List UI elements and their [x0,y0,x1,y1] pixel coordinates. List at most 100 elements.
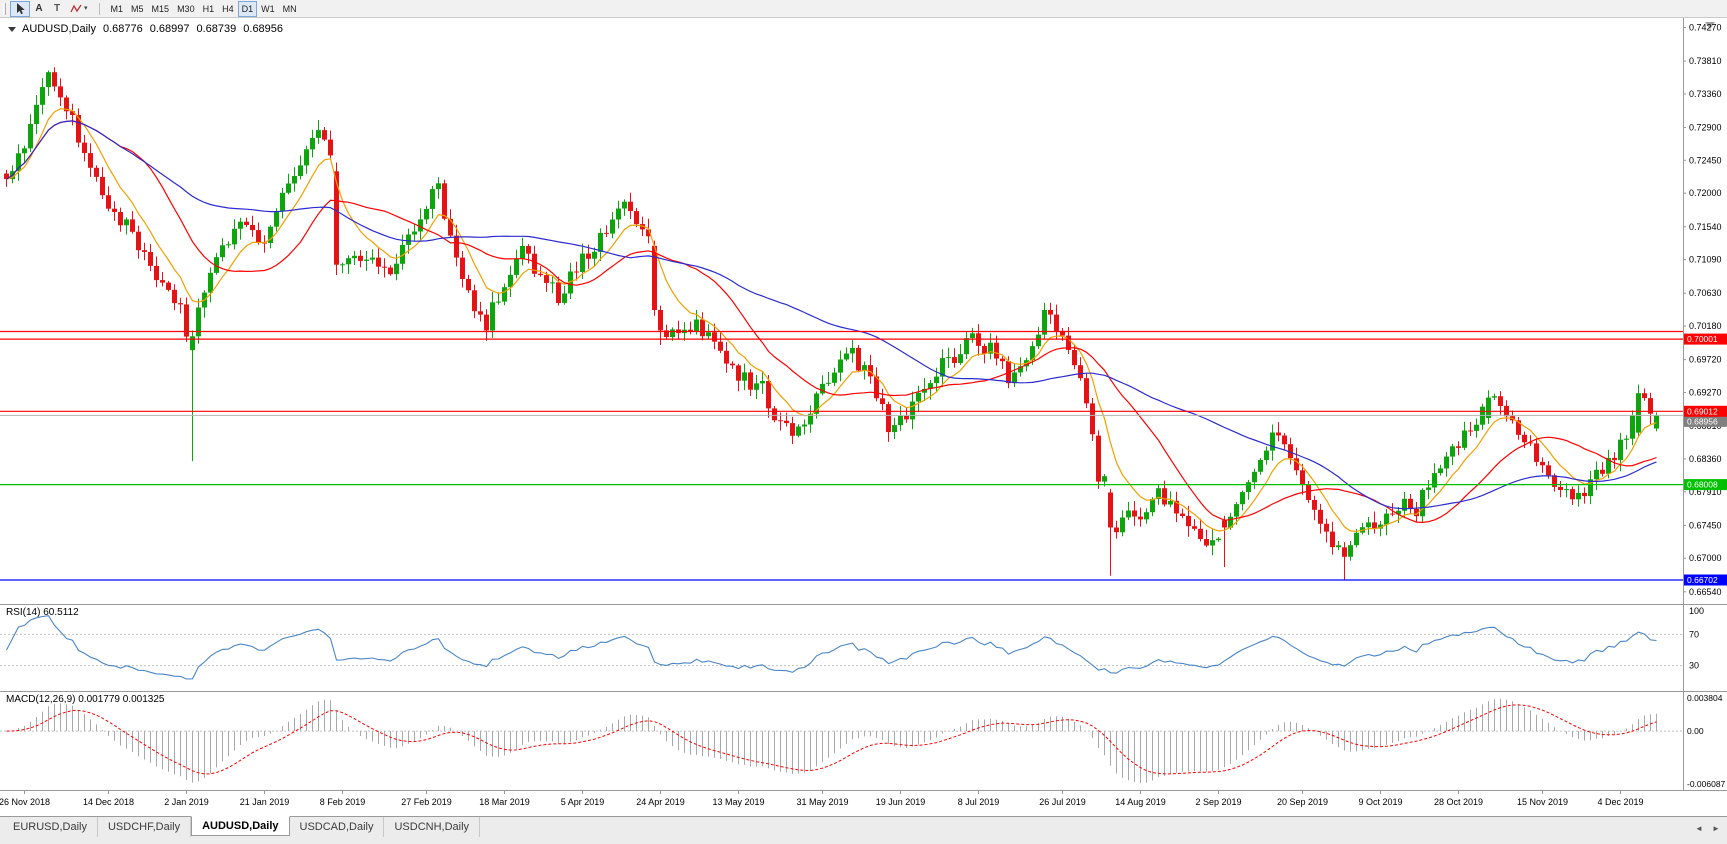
cursor-icon [17,3,25,15]
text-tool-button[interactable]: T [48,1,66,17]
date-tick-label: 26 Nov 2018 [0,797,50,807]
price-tick-label: 0.74270 [1689,23,1722,33]
rsi-scale-label: 100 [1689,606,1704,616]
date-tick-label: 8 Feb 2019 [320,797,366,807]
date-tick-label: 13 May 2019 [712,797,764,807]
tab-usdcnh[interactable]: USDCNH,Daily [384,817,481,837]
timeframe-h4-button[interactable]: H4 [222,3,234,14]
text-label-tool-button[interactable]: A [30,1,48,17]
ohlc-open: 0.68776 [102,23,143,35]
macd-signal-line [6,704,1657,775]
price-tick-label: 0.68360 [1689,454,1722,464]
timeframe-group: M1 M5 M15 M30 H1 H4 D1 W1 MN [107,0,301,17]
price-tick-label: 0.71540 [1689,222,1722,232]
date-tick-label: 15 Nov 2019 [1517,797,1568,807]
tab-usdchf[interactable]: USDCHF,Daily [98,817,192,837]
date-tick-label: 19 Jun 2019 [876,797,926,807]
price-tick-label: 0.70630 [1689,288,1722,298]
chart-shift-marker-icon [1705,22,1715,29]
price-line-label-text: 0.70001 [1687,334,1718,344]
horizontal-lines-layer[interactable] [0,330,1683,581]
axes-layer[interactable]: 0.74270 0.73810 0.73360 0.72900 0.72450 0.720… [0,18,1727,807]
date-tick-label: 14 Aug 2019 [1115,797,1166,807]
shapes-dropdown-button[interactable]: ▾ [66,1,92,17]
date-tick-label: 24 Apr 2019 [636,797,685,807]
price-line-label [1684,479,1727,491]
ma-50-line [6,120,1657,510]
price-tick-label: 0.72000 [1689,188,1722,198]
price-line-label [1684,333,1727,345]
date-tick-label: 28 Oct 2019 [1434,797,1483,807]
price-tick-label: 0.66540 [1689,587,1722,597]
rsi-line [6,615,1657,680]
date-tick-label: 18 Mar 2019 [479,797,530,807]
timeframe-d1-button[interactable]: D1 [237,0,258,17]
price-tick-label: 0.69720 [1689,355,1722,365]
ohlc-low: 0.68739 [196,23,237,35]
price-chart-canvas[interactable]: 0.74270 0.73810 0.73360 0.72900 0.72450 0.720… [0,18,1727,816]
tabs-scroll-left-button[interactable]: ◄ [1692,822,1706,835]
date-tick-label: 27 Feb 2019 [401,797,452,807]
date-tick-label: 2 Jan 2019 [164,797,209,807]
caret-down-icon: ▾ [84,5,88,12]
tab-strip: EURUSD,Daily USDCHF,Daily AUDUSD,Daily USDC… [3,816,481,837]
price-tick-label: 0.69270 [1689,388,1722,398]
rsi-scale-label: 30 [1689,661,1699,671]
date-tick-label: 21 Jan 2019 [240,797,290,807]
date-tick-label: 31 May 2019 [796,797,848,807]
rsi-scale-label: 70 [1689,629,1699,639]
price-tick-label: 0.67910 [1689,487,1722,497]
chart-tab-bar: EURUSD,Daily USDCHF,Daily AUDUSD,Daily USDC… [0,816,1727,844]
tab-eurusd[interactable]: EURUSD,Daily [3,817,98,837]
timeframe-w1-button[interactable]: W1 [261,3,275,14]
text-label-tool-icon: A [35,3,43,14]
macd-scale-label: 0.003804 [1687,693,1723,703]
timeframe-m5-button[interactable]: M5 [131,3,144,14]
price-tick-label: 0.67000 [1689,553,1722,563]
price-line-label-text: 0.69012 [1687,406,1718,416]
tab-usdcad[interactable]: USDCAD,Daily [290,817,385,837]
price-tick-label: 0.67450 [1689,520,1722,530]
toolbar-separator [98,2,100,15]
shapes-icon [70,4,82,12]
timeframe-m15-button[interactable]: M15 [151,3,170,14]
timeframe-m1-button[interactable]: M1 [110,3,124,14]
tab-audusd[interactable]: AUDUSD,Daily [191,816,290,836]
timeframe-h1-button[interactable]: H1 [202,3,215,14]
toolbar: A T ▾ M1 M5 M15 M30 H1 H4 D1 W1 MN [0,0,1727,18]
macd-scale-label: 0.00 [1687,726,1704,736]
date-tick-label: 5 Apr 2019 [561,797,605,807]
price-tick-label: 0.73810 [1689,56,1722,66]
date-tick-label: 2 Sep 2019 [1195,797,1241,807]
candles-layer [4,67,1659,581]
price-tick-label: 0.71090 [1689,255,1722,265]
date-tick-label: 8 Jul 2019 [958,797,1000,807]
tab-nav: ◄ ► [1692,822,1723,835]
text-tool-icon: T [53,3,61,14]
toolbar-grip[interactable] [3,2,6,15]
date-tick-label: 9 Oct 2019 [1358,797,1402,807]
timeframe-m30-button[interactable]: M30 [177,3,195,14]
price-line-label [1684,415,1727,427]
chart-title: AUDUSD,Daily 0.68776 0.68997 0.68739 0.6… [8,23,290,35]
cursor-tool-button[interactable] [10,0,30,17]
price-tick-label: 0.73360 [1689,89,1722,99]
rsi-indicator-label: RSI(14) 60.5112 [6,607,79,618]
date-tick-label: 20 Sep 2019 [1277,797,1328,807]
indicators-layer [0,615,1683,784]
price-line-label-text: 0.68956 [1687,416,1718,426]
price-tick-label: 0.72900 [1689,123,1722,133]
chart-symbol: AUDUSD,Daily [22,23,96,35]
ma-8-line [6,108,1657,532]
timeframe-mn-button[interactable]: MN [282,3,297,14]
price-line-label [1684,574,1727,586]
price-line-label-text: 0.68008 [1687,480,1718,490]
date-tick-label: 4 Dec 2019 [1597,797,1643,807]
price-tick-label: 0.70180 [1689,321,1722,331]
ohlc-high: 0.68997 [149,23,190,35]
tabs-scroll-right-button[interactable]: ► [1709,822,1723,835]
ohlc-close: 0.68956 [243,23,284,35]
date-tick-label: 26 Jul 2019 [1039,797,1086,807]
date-tick-label: 14 Dec 2018 [83,797,134,807]
